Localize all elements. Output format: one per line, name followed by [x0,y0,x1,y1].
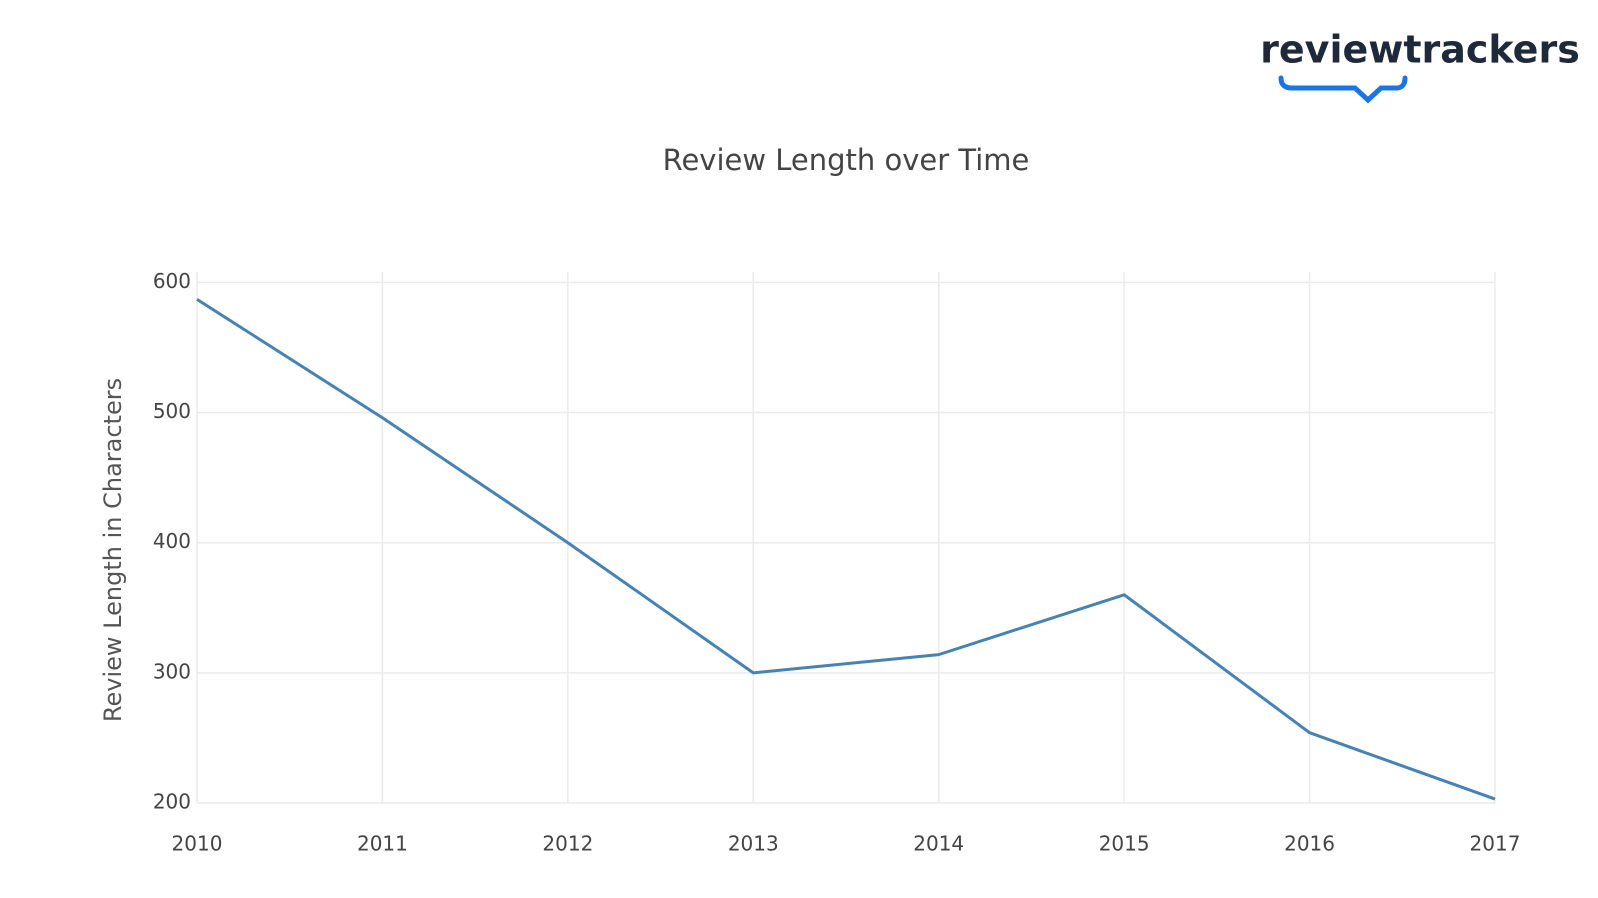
y-tick-label: 600 [153,269,191,293]
logo: reviewtrackers [1260,28,1580,72]
chart-title: Review Length over Time [663,143,1030,177]
y-tick-label: 300 [153,659,191,683]
x-tick-label: 2010 [172,832,223,856]
y-tick-label: 500 [153,399,191,423]
x-tick-label: 2013 [728,832,779,856]
x-tick-label: 2017 [1470,832,1521,856]
x-tick-label: 2012 [542,832,593,856]
x-tick-label: 2014 [913,832,964,856]
y-tick-label: 400 [153,529,191,553]
x-tick-label: 2016 [1284,832,1335,856]
y-tick-label: 200 [153,790,191,814]
logo-bubble [1278,75,1408,104]
x-tick-label: 2011 [357,832,408,856]
y-axis-label: Review Length in Characters [99,378,127,722]
x-tick-label: 2015 [1099,832,1150,856]
data-line [196,298,1496,801]
